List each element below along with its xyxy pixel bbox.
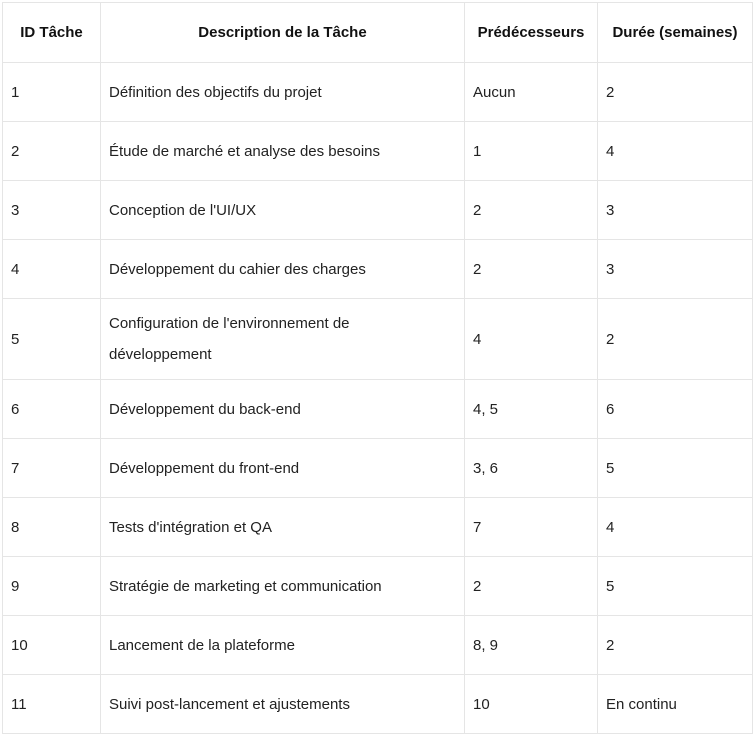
task-description-cell: Tests d'intégration et QA bbox=[100, 497, 465, 557]
task-predecessors-cell: 10 bbox=[464, 674, 598, 734]
task-duration-cell: 2 bbox=[597, 298, 753, 380]
table-row: 6 Développement du back-end 4, 5 6 bbox=[2, 379, 753, 439]
task-duration-cell: 2 bbox=[597, 615, 753, 675]
table-row: 5 Configuration de l'environnement de dé… bbox=[2, 298, 753, 380]
task-predecessors-cell: 1 bbox=[464, 121, 598, 181]
task-duration-cell: 3 bbox=[597, 239, 753, 299]
table-row: 11 Suivi post-lancement et ajustements 1… bbox=[2, 674, 753, 734]
task-id-cell: 2 bbox=[2, 121, 101, 181]
task-predecessors-cell: 4 bbox=[464, 298, 598, 380]
task-predecessors-cell: 2 bbox=[464, 180, 598, 240]
task-predecessors-cell: 2 bbox=[464, 556, 598, 616]
table-row: 9 Stratégie de marketing et communicatio… bbox=[2, 556, 753, 616]
table-row: 1 Définition des objectifs du projet Auc… bbox=[2, 62, 753, 122]
task-description-cell: Étude de marché et analyse des besoins bbox=[100, 121, 465, 181]
table-row: 7 Développement du front-end 3, 6 5 bbox=[2, 438, 753, 498]
task-duration-cell: 4 bbox=[597, 497, 753, 557]
task-description-cell: Suivi post-lancement et ajustements bbox=[100, 674, 465, 734]
task-id-cell: 11 bbox=[2, 674, 101, 734]
task-id-cell: 10 bbox=[2, 615, 101, 675]
task-description-cell: Configuration de l'environnement de déve… bbox=[100, 298, 465, 380]
task-description-cell: Définition des objectifs du projet bbox=[100, 62, 465, 122]
header-description: Description de la Tâche bbox=[100, 2, 465, 63]
task-id-cell: 4 bbox=[2, 239, 101, 299]
task-id-cell: 8 bbox=[2, 497, 101, 557]
task-predecessors-cell: 2 bbox=[464, 239, 598, 299]
task-id-cell: 6 bbox=[2, 379, 101, 439]
task-predecessors-cell: 4, 5 bbox=[464, 379, 598, 439]
task-predecessors-cell: 7 bbox=[464, 497, 598, 557]
task-duration-cell: 3 bbox=[597, 180, 753, 240]
task-id-cell: 5 bbox=[2, 298, 101, 380]
task-description-cell: Conception de l'UI/UX bbox=[100, 180, 465, 240]
task-predecessors-cell: 3, 6 bbox=[464, 438, 598, 498]
task-description-cell: Développement du cahier des charges bbox=[100, 239, 465, 299]
task-predecessors-cell: Aucun bbox=[464, 62, 598, 122]
task-duration-cell: 5 bbox=[597, 438, 753, 498]
task-id-cell: 9 bbox=[2, 556, 101, 616]
task-duration-cell: 4 bbox=[597, 121, 753, 181]
task-duration-cell: 2 bbox=[597, 62, 753, 122]
task-description-cell: Stratégie de marketing et communication bbox=[100, 556, 465, 616]
task-duration-cell: 5 bbox=[597, 556, 753, 616]
table-row: 2 Étude de marché et analyse des besoins… bbox=[2, 121, 753, 181]
header-row: ID Tâche Description de la Tâche Prédéce… bbox=[2, 2, 753, 63]
task-id-cell: 1 bbox=[2, 62, 101, 122]
header-task-id: ID Tâche bbox=[2, 2, 101, 63]
task-duration-cell: En continu bbox=[597, 674, 753, 734]
header-predecessors: Prédécesseurs bbox=[464, 2, 598, 63]
header-duration: Durée (semaines) bbox=[597, 2, 753, 63]
task-description-cell: Développement du front-end bbox=[100, 438, 465, 498]
task-id-cell: 7 bbox=[2, 438, 101, 498]
table-row: 10 Lancement de la plateforme 8, 9 2 bbox=[2, 615, 753, 675]
table-row: 4 Développement du cahier des charges 2 … bbox=[2, 239, 753, 299]
table-row: 3 Conception de l'UI/UX 2 3 bbox=[2, 180, 753, 240]
task-predecessors-cell: 8, 9 bbox=[464, 615, 598, 675]
table-row: 8 Tests d'intégration et QA 7 4 bbox=[2, 497, 753, 557]
task-description-cell: Lancement de la plateforme bbox=[100, 615, 465, 675]
task-description-cell: Développement du back-end bbox=[100, 379, 465, 439]
task-id-cell: 3 bbox=[2, 180, 101, 240]
task-duration-cell: 6 bbox=[597, 379, 753, 439]
